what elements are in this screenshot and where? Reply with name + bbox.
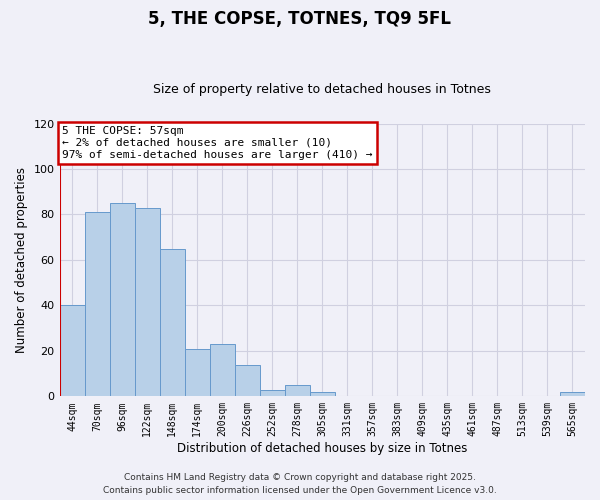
Bar [160,248,185,396]
Bar [209,344,235,397]
Bar [235,364,260,396]
Bar [260,390,285,396]
X-axis label: Distribution of detached houses by size in Totnes: Distribution of detached houses by size … [177,442,467,455]
Bar [285,385,310,396]
Bar [185,348,209,397]
Text: 5 THE COPSE: 57sqm
← 2% of detached houses are smaller (10)
97% of semi-detached: 5 THE COPSE: 57sqm ← 2% of detached hous… [62,126,373,160]
Bar [134,208,160,396]
Bar [560,392,585,396]
Bar [85,212,110,396]
Text: Contains HM Land Registry data © Crown copyright and database right 2025.
Contai: Contains HM Land Registry data © Crown c… [103,474,497,495]
Title: Size of property relative to detached houses in Totnes: Size of property relative to detached ho… [154,83,491,96]
Bar [310,392,335,396]
Y-axis label: Number of detached properties: Number of detached properties [15,167,28,353]
Bar [110,203,134,396]
Text: 5, THE COPSE, TOTNES, TQ9 5FL: 5, THE COPSE, TOTNES, TQ9 5FL [149,10,452,28]
Bar [59,306,85,396]
